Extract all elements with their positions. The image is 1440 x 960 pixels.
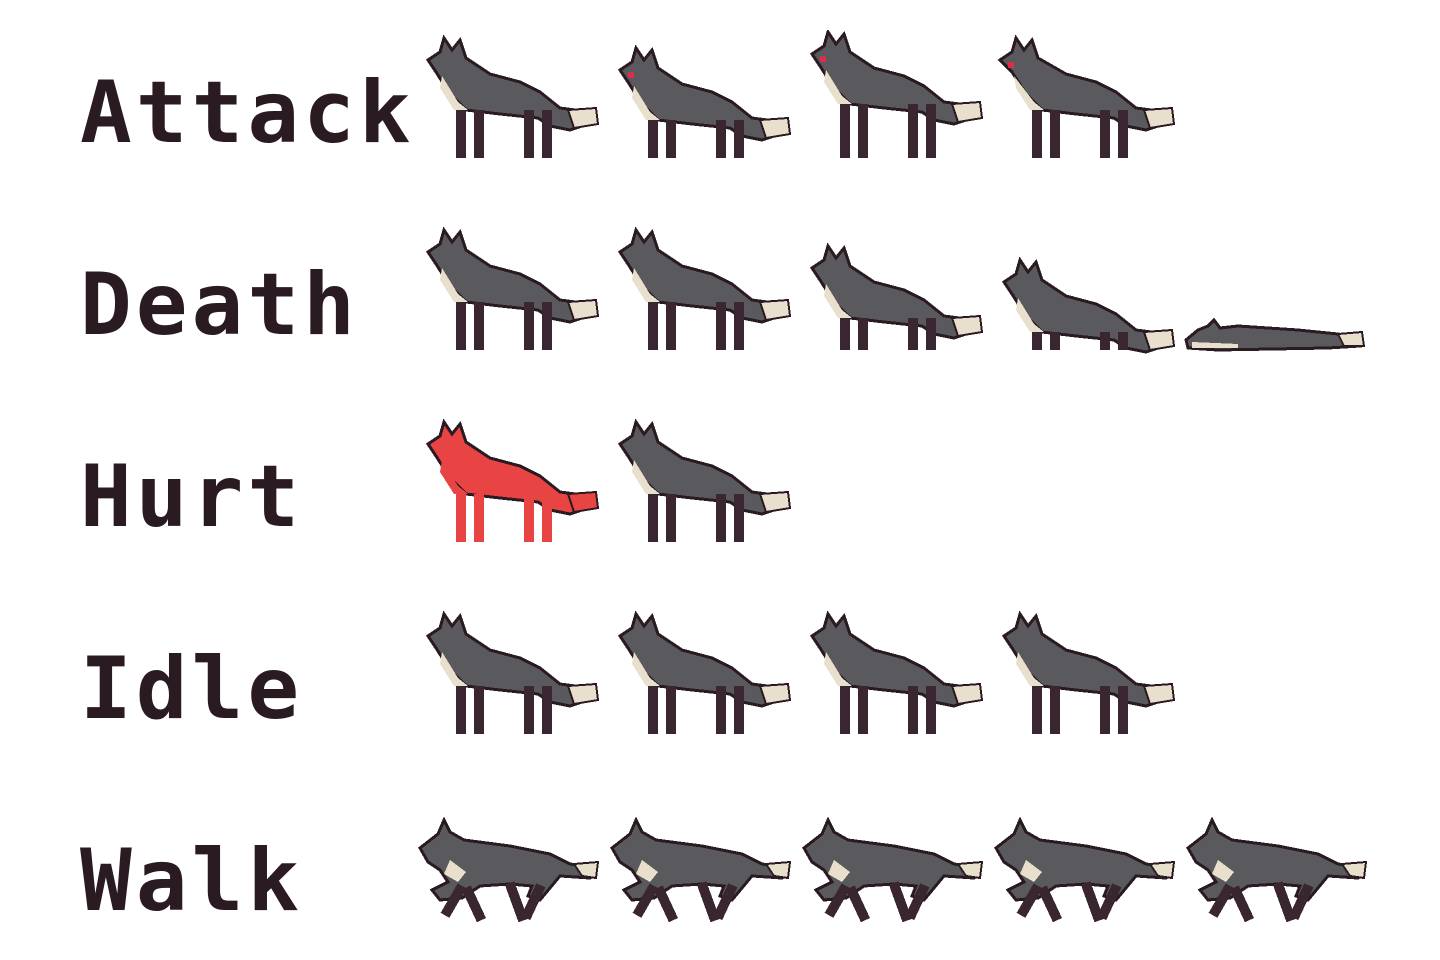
animation-label: Idle [80, 639, 304, 739]
wolf-sprite-frame [602, 606, 792, 746]
wolf-sprite-frame [1178, 798, 1368, 938]
wolf-sprite-frame [410, 606, 600, 746]
wolf-sprite-frame [794, 222, 984, 362]
frames-strip [410, 606, 1410, 746]
animation-label: Walk [80, 831, 304, 931]
wolf-sprite-frame [410, 798, 600, 938]
wolf-sprite-frame [602, 222, 792, 362]
wolf-sprite-frame [794, 30, 984, 170]
wolf-sprite-frame [986, 30, 1176, 170]
animation-row-death: Death [0, 192, 1440, 384]
wolf-sprite-frame [986, 798, 1176, 938]
wolf-sprite-frame [1178, 222, 1368, 362]
frames-strip [410, 30, 1410, 170]
animation-label: Death [80, 255, 359, 355]
wolf-sprite-frame [986, 606, 1176, 746]
frames-strip [410, 798, 1410, 938]
wolf-sprite-frame [602, 798, 792, 938]
frames-strip [410, 222, 1410, 362]
frames-strip [410, 414, 1410, 554]
animation-row-idle: Idle [0, 576, 1440, 768]
wolf-sprite-frame [602, 30, 792, 170]
animation-row-attack: Attack [0, 0, 1440, 192]
animation-row-walk: Walk [0, 768, 1440, 960]
wolf-sprite-frame [986, 222, 1176, 362]
wolf-sprite-frame [602, 414, 792, 554]
wolf-sprite-frame [410, 222, 600, 362]
wolf-sprite-frame [794, 606, 984, 746]
wolf-sprite-frame [410, 30, 600, 170]
animation-label: Hurt [80, 447, 304, 547]
wolf-sprite-frame [410, 414, 600, 554]
animation-label: Attack [80, 63, 415, 163]
animation-row-hurt: Hurt [0, 384, 1440, 576]
wolf-sprite-frame [794, 798, 984, 938]
